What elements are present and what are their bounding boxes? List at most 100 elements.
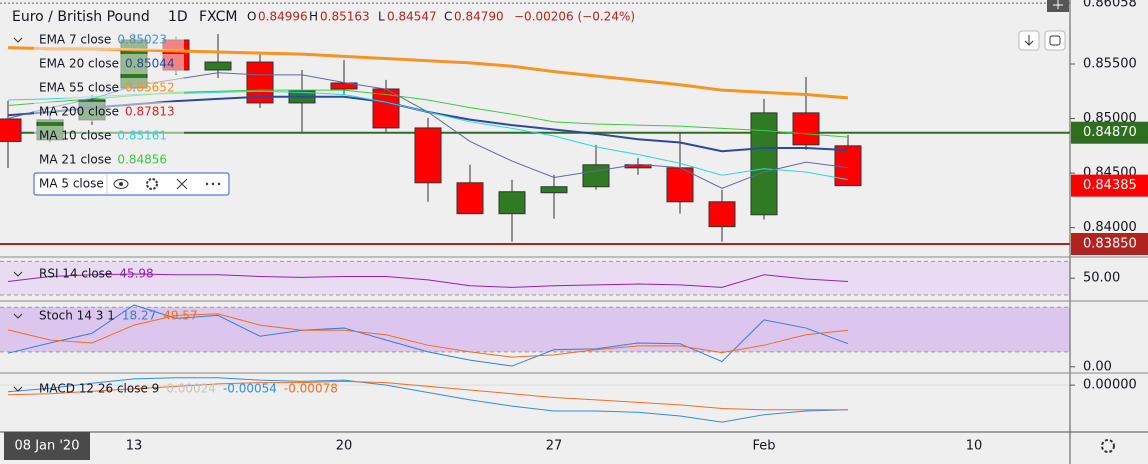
icon-settings[interactable] [146,178,158,190]
collapse-chevron[interactable] [13,313,23,319]
legend-value: -0.00078 [284,382,338,396]
readout-value: 0.84996 [258,10,308,24]
pane-title: Stoch 14 3 1 [39,309,115,323]
chevrons [13,37,23,392]
selected-box [33,172,230,196]
icon-plus [1053,0,1063,9]
indicator-band [0,261,1070,295]
x-tick-label: 13 [126,439,143,454]
reset-button[interactable] [1044,30,1066,51]
indicator-band [0,307,1070,352]
candle-body [708,201,736,228]
legend-value: 0.00024 [166,382,216,396]
y-tick-label: 50.00 [1083,271,1120,286]
y-tick-label: 0.85500 [1083,57,1137,72]
legend-value: 0.84856 [117,153,167,167]
candle-body [582,164,610,188]
chart-buttons [1018,0,1115,453]
candle-body [750,112,778,216]
legend-name: EMA 20 close [39,57,119,71]
y-tick-label: 0.00000 [1083,378,1137,393]
price-label: 0.86058 [1083,0,1137,11]
legend-row-bg [34,126,184,146]
pane-title: RSI 14 close [39,267,112,281]
legend-value: 49.57 [163,309,197,323]
icon-eye-pupil [119,182,123,186]
icon-close[interactable] [176,178,188,190]
indicator-line [7,304,849,367]
crosshair-date: 08 Jan '20 [15,439,80,454]
legend-layer: EMA 7 close 0.85023 EMA 20 close 0.85044 EMA… [33,30,338,396]
legend-name: MA 5 close [39,177,104,191]
collapse-chevron[interactable] [13,386,23,392]
collapse-chevron[interactable] [13,37,23,43]
legend-row-bg [34,54,184,74]
candle-body [792,112,820,146]
settings-button[interactable] [1101,439,1115,453]
crosshair-label: 08 Jan '20 [4,432,90,460]
legend-name: MA 21 close [39,153,111,167]
legend-row-bg [34,30,184,50]
icon-eye[interactable] [113,179,129,189]
candle-body [666,167,694,203]
change: −0.00206 (−0.24%) [514,10,635,24]
candle-body [0,118,22,142]
legend-row-bg [34,150,184,170]
last-price-label: 0.84385 [1083,178,1137,193]
icon-more[interactable] [205,182,209,186]
plot-layer: 0.840000.845000.850000.855000.848700.838… [0,0,1148,454]
indicator-line [7,313,849,358]
legend-name: MA 10 close [39,129,111,143]
price-label: 0.84870 [1083,125,1137,140]
x-tick-label: 27 [546,439,563,454]
readout-value: 0.84790 [454,10,504,24]
readout-value: 0.85163 [320,10,370,24]
readout-value: 0.84547 [387,10,437,24]
candle-body [498,191,526,215]
x-tick-label: 10 [966,439,983,454]
icon-arrow [1024,35,1034,46]
readout-key: O [247,10,256,24]
crosshair-date-box [4,432,90,460]
icon-more [211,182,215,186]
legend-name: EMA 7 close [39,33,111,47]
last-price-box [1071,174,1148,197]
readout-key: L [378,10,385,24]
candle-body [834,145,862,187]
legend-value: 0.87813 [125,105,175,119]
candle-body [540,186,568,194]
indicator-line [7,46,849,100]
legend-value: 0.85652 [125,81,175,95]
collapse-chevron[interactable] [13,271,23,277]
legend-name: MA 200 close [39,105,119,119]
price-label-box [1071,121,1148,144]
legend-value: 0.85161 [117,129,167,143]
indicator-line [7,380,848,411]
interval: 1D [168,9,188,25]
legend-name: EMA 55 close [39,81,119,95]
legend-row-bg [34,102,184,122]
selected-legend-row [33,172,230,196]
legend-value: 18.27 [122,309,156,323]
x-tick-label: 20 [336,439,353,454]
back-layer [0,2,1070,386]
price-label: 0.83850 [1083,237,1137,252]
x-tick-label: Feb [752,439,775,454]
readout-key: H [309,10,318,24]
legend-value: -0.00054 [223,382,277,396]
header: Euro / British Pound 1D FXCM O 0.84996 H… [12,9,635,25]
y-tick-label: 0.00 [1083,359,1112,374]
symbol: Euro / British Pound [12,9,150,25]
readout-key: C [444,10,452,24]
y-tick-label: 0.84000 [1083,220,1137,235]
legend-value: 0.85023 [117,33,167,47]
pane-title: MACD 12 26 close 9 [39,382,159,396]
icon-reset [1049,35,1061,46]
legend-row-bg [34,78,184,98]
exchange: FXCM [199,9,237,25]
candle-body [414,127,442,184]
indicator-line [7,273,849,288]
candle-body [456,182,484,215]
